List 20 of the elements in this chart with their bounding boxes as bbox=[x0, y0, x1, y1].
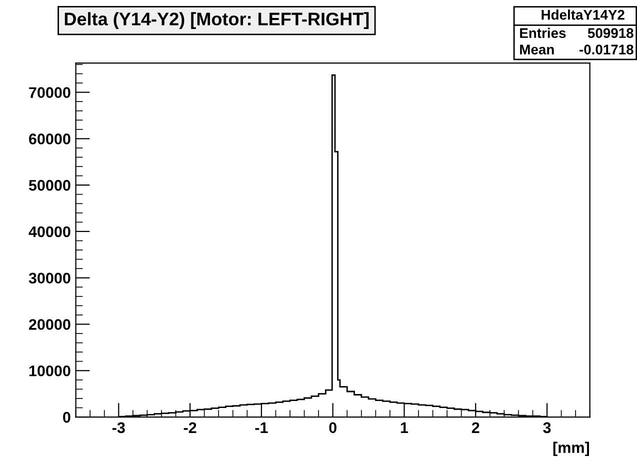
x-axis-title: [mm] bbox=[553, 442, 590, 456]
x-tick-label: -3 bbox=[112, 422, 125, 434]
y-tick-label: 20000 bbox=[28, 319, 70, 330]
y-tick-label: 30000 bbox=[28, 272, 70, 284]
y-tick-label: 70000 bbox=[29, 87, 70, 98]
x-tick-label: 1 bbox=[400, 422, 408, 433]
y-tick-label: 10000 bbox=[29, 365, 70, 376]
y-tick-label: 60000 bbox=[29, 134, 70, 144]
y-tick-label: 0 bbox=[63, 412, 70, 423]
chart-title: Delta (Y14-Y2) [Motor: LEFT-RIGHT] bbox=[64, 12, 369, 29]
y-tick-label: 40000 bbox=[28, 226, 70, 238]
x-tick-label: -2 bbox=[184, 422, 196, 433]
x-tick-label: 3 bbox=[543, 422, 551, 434]
y-tick-label: 50000 bbox=[28, 180, 70, 191]
x-tick-label: 0 bbox=[329, 422, 336, 434]
text: HdeltaY14Y2 bbox=[542, 10, 624, 20]
text: Mean -0.01718 bbox=[520, 44, 634, 54]
x-tick-label: 2 bbox=[472, 422, 480, 433]
text: Entries 509918 bbox=[520, 28, 634, 38]
x-tick-label: -1 bbox=[255, 422, 268, 433]
